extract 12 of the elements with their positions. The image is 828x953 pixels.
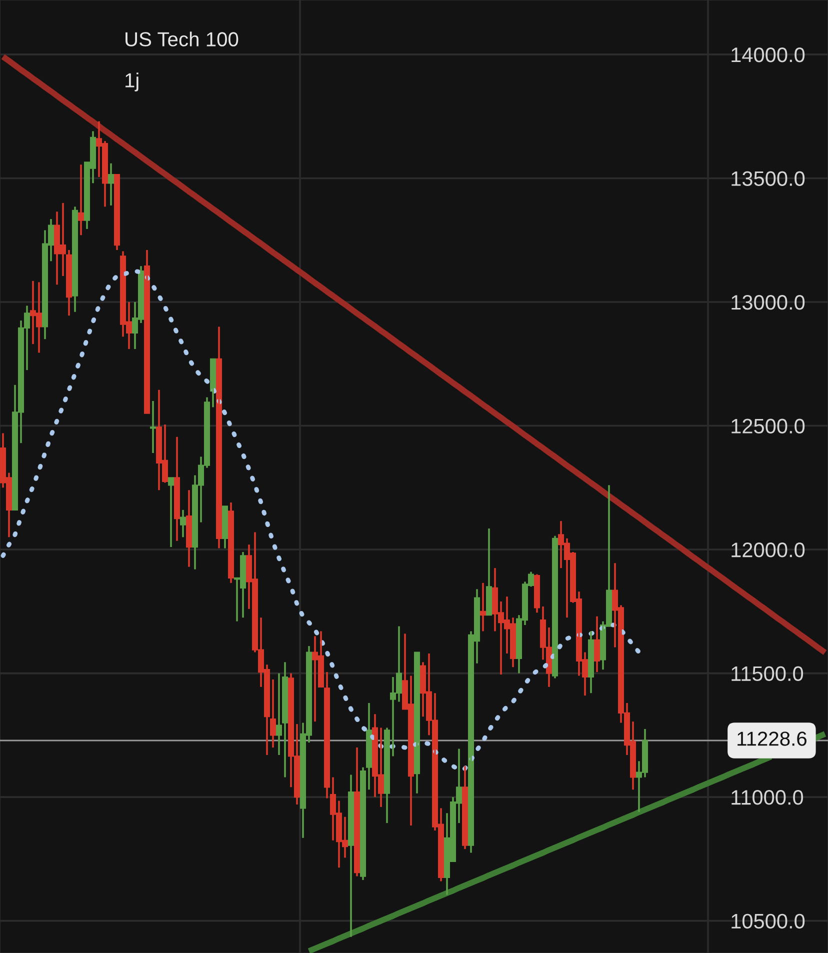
line-series: [0, 268, 642, 772]
y-tick-label: 11500.0: [732, 666, 804, 682]
text: US Tech 100: [126, 32, 238, 46]
y-tick-label: 12500.0: [732, 418, 805, 434]
text: 1j: [126, 72, 138, 92]
y-tick-label: 10500.0: [732, 914, 805, 929]
y-tick-label: 14000.0: [732, 47, 805, 62]
y-tick-label: 13000.0: [732, 294, 805, 310]
ref-line-label: 11228.6: [738, 732, 806, 746]
y-tick-label: 13500.0: [732, 171, 805, 186]
y-tick-label: 12000.0: [732, 542, 805, 558]
y-tick-label: 11000.0: [732, 790, 804, 805]
